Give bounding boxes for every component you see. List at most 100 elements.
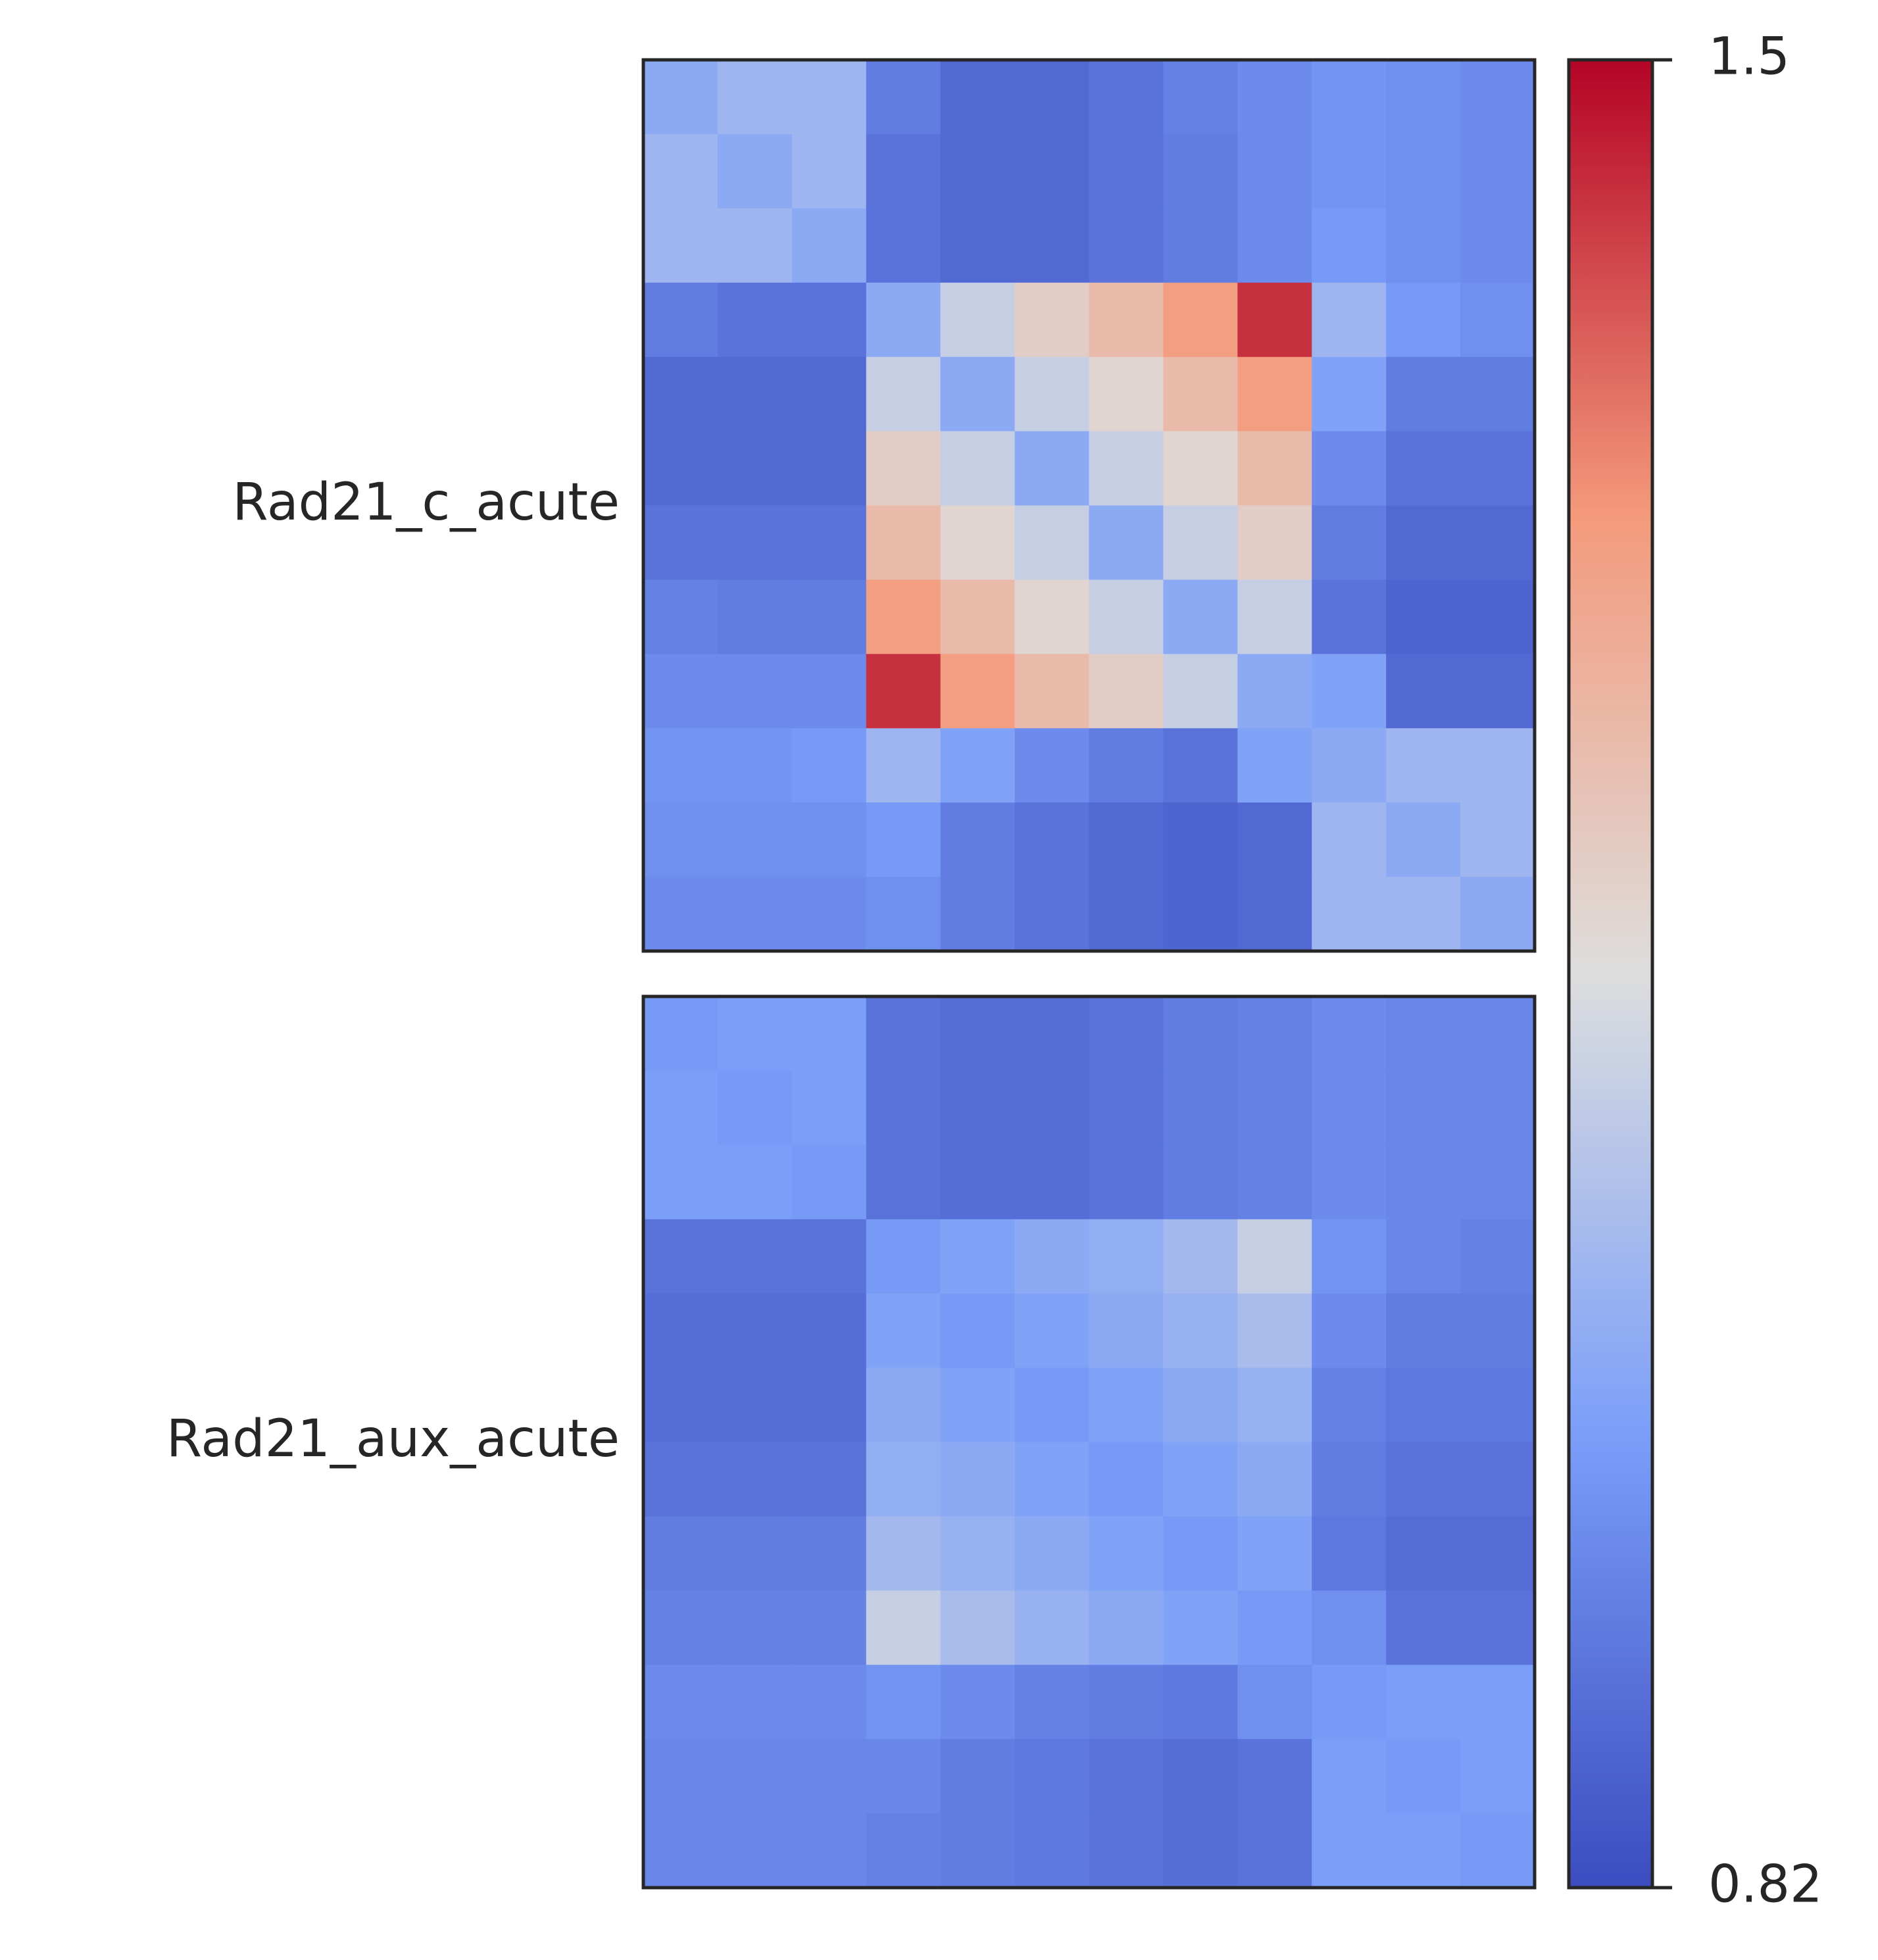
heatmap-cell — [717, 579, 793, 654]
heatmap-cell — [791, 579, 867, 654]
heatmap-cell — [1386, 356, 1461, 432]
heatmap-cell — [791, 1665, 867, 1740]
heatmap-cell — [1386, 1516, 1461, 1591]
heatmap-cell — [866, 579, 941, 654]
heatmap-cell — [1386, 579, 1461, 654]
heatmap-cell — [1089, 1739, 1164, 1814]
heatmap-cell — [791, 282, 867, 358]
heatmap-cell — [1386, 728, 1461, 803]
heatmap-cell — [1014, 728, 1090, 803]
heatmap-cell — [717, 802, 793, 877]
heatmap-cell — [1312, 654, 1387, 729]
heatmap-cell — [1089, 282, 1164, 358]
heatmap-cell — [940, 1590, 1016, 1665]
heatmap-cell — [1386, 431, 1461, 506]
heatmap-cell — [1237, 1293, 1312, 1369]
heatmap-cell — [940, 60, 1016, 135]
heatmap-cell — [1312, 134, 1387, 209]
heatmap-cell — [1089, 1367, 1164, 1443]
heatmap-cell — [717, 134, 793, 209]
heatmap-cell — [643, 208, 718, 283]
heatmap-cell — [791, 134, 867, 209]
heatmap-cell — [1460, 505, 1535, 581]
panel-frame — [641, 994, 1537, 1890]
heatmap-cell — [1312, 60, 1387, 135]
heatmap-cell — [1460, 654, 1535, 729]
heatmap-cell — [1460, 1293, 1535, 1369]
heatmap-cell — [1237, 1739, 1312, 1814]
heatmap-cell — [1460, 1516, 1535, 1591]
heatmap-cell — [643, 356, 718, 432]
heatmap-cell — [940, 208, 1016, 283]
heatmap-cell — [1014, 282, 1090, 358]
heatmap-cell — [1237, 1813, 1312, 1888]
heatmap-cell — [1089, 1144, 1164, 1220]
heatmap-cell — [717, 1590, 793, 1665]
heatmap-cell — [866, 1070, 941, 1146]
heatmap-cell — [1089, 1516, 1164, 1591]
heatmap-cell — [1460, 1442, 1535, 1517]
heatmap-cell — [866, 1516, 941, 1591]
heatmap-cell — [717, 728, 793, 803]
heatmap-cell — [1163, 802, 1238, 877]
heatmap-cell — [1460, 1665, 1535, 1740]
heatmap-cell — [1163, 356, 1238, 432]
heatmap-cell — [1237, 60, 1312, 135]
heatmap-cell — [1460, 282, 1535, 358]
heatmap-cell — [866, 505, 941, 581]
heatmap-cell — [1386, 1442, 1461, 1517]
heatmap-cell — [940, 356, 1016, 432]
heatmap-cell — [1163, 877, 1238, 952]
heatmap-cell — [1386, 1739, 1461, 1814]
heatmap-cell — [1460, 1367, 1535, 1443]
heatmap-cell — [1089, 654, 1164, 729]
heatmap-cell — [866, 1813, 941, 1888]
heatmap-cell — [1014, 208, 1090, 283]
heatmap-cell — [1386, 654, 1461, 729]
heatmap-cell — [1014, 1813, 1090, 1888]
heatmap-cell — [643, 1739, 718, 1814]
heatmap-cell — [1089, 1293, 1164, 1369]
heatmap-cell — [1386, 802, 1461, 877]
heatmap-cell — [1237, 1665, 1312, 1740]
heatmap-cell — [1386, 1367, 1461, 1443]
heatmap-cell — [1312, 877, 1387, 952]
heatmap-cell — [866, 1665, 941, 1740]
heatmap-cell — [1014, 505, 1090, 581]
heatmap-cell — [940, 996, 1016, 1071]
heatmap-cell — [866, 654, 941, 729]
heatmap-cell — [1089, 60, 1164, 135]
heatmap-cell — [1237, 431, 1312, 506]
heatmap-cell — [1460, 208, 1535, 283]
heatmap-cell — [1014, 877, 1090, 952]
heatmap-cell — [1163, 1516, 1238, 1591]
row-label: Rad21_aux_acute — [166, 1409, 620, 1469]
colorbar-tick-label: 0.82 — [1708, 1855, 1823, 1914]
heatmap-cell — [717, 1293, 793, 1369]
heatmap-cell — [1460, 134, 1535, 209]
heatmap-cell — [866, 60, 941, 135]
heatmap-cell — [1237, 1070, 1312, 1146]
heatmap-cell — [866, 802, 941, 877]
heatmap-cell — [643, 654, 718, 729]
heatmap-cell — [940, 579, 1016, 654]
heatmap-cell — [1237, 1144, 1312, 1220]
heatmap-cell — [1312, 1070, 1387, 1146]
heatmap-cell — [1089, 1219, 1164, 1294]
heatmap-cell — [1237, 1219, 1312, 1294]
heatmap-cell — [1089, 877, 1164, 952]
heatmap-cell — [1312, 579, 1387, 654]
heatmap-cell — [643, 728, 718, 803]
heatmap-cell — [1386, 996, 1461, 1071]
heatmap-cell — [717, 1665, 793, 1740]
heatmap-cell — [940, 1293, 1016, 1369]
heatmap-cell — [717, 208, 793, 283]
heatmap-cell — [643, 1293, 718, 1369]
heatmap-cell — [1089, 505, 1164, 581]
heatmap-cell — [940, 802, 1016, 877]
heatmap-cell — [866, 1590, 941, 1665]
heatmap-cell — [1312, 1739, 1387, 1814]
heatmap-cell — [1163, 1367, 1238, 1443]
